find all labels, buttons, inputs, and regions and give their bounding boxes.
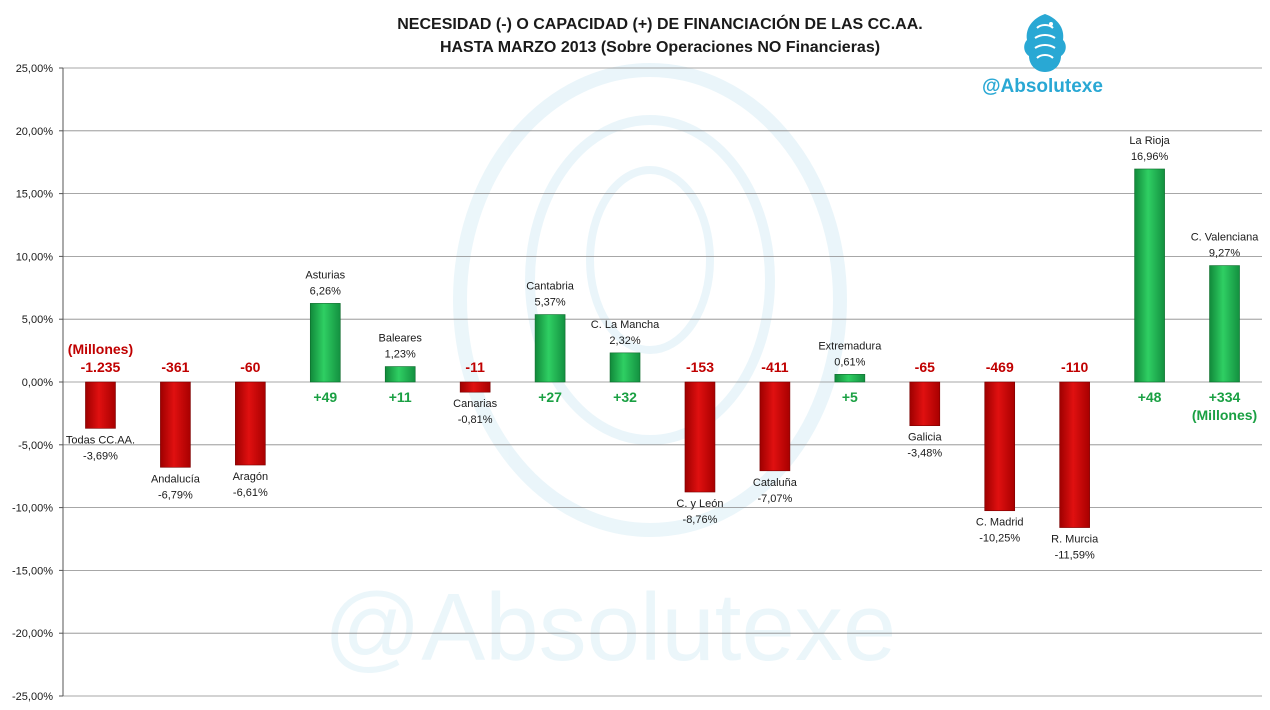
bar: [85, 381, 116, 429]
category-label: Todas CC.AA.: [66, 434, 135, 446]
category-label: Aragón: [233, 471, 268, 483]
y-tick-label: 15,00%: [16, 189, 54, 201]
bar: [534, 314, 566, 383]
millions-label: +11: [389, 389, 412, 405]
millions-label: -110: [1061, 359, 1088, 375]
bar: [984, 381, 1016, 512]
y-tick-label: -20,00%: [12, 628, 53, 640]
value-label: 5,37%: [534, 297, 565, 309]
value-label: -10,25%: [979, 533, 1020, 545]
bar: [684, 381, 716, 493]
category-label: Andalucía: [151, 473, 201, 485]
value-label: -7,07%: [757, 493, 792, 505]
bar: [909, 381, 941, 427]
category-label: C. Madrid: [976, 517, 1024, 529]
bar: [759, 381, 791, 472]
bar-labels: (Millones) -1.235 Todas CC.AA. -3,69% -361 An…: [66, 135, 1259, 562]
bar: [384, 366, 416, 383]
millions-label: +48: [1138, 389, 1162, 405]
watermark-emblem: [453, 63, 847, 537]
bar: [1059, 381, 1090, 528]
y-axis: 25,00% 20,00% 15,00% 10,00% 5,00% 0,00% -5,00%…: [12, 63, 64, 703]
category-label: Galicia: [908, 432, 943, 444]
category-label: Cantabria: [526, 281, 575, 293]
bar-series: [85, 168, 1240, 528]
value-label: -3,48%: [907, 448, 942, 460]
y-tick-label: 25,00%: [16, 63, 54, 75]
category-label: Asturias: [305, 269, 345, 281]
millions-label: +32: [613, 389, 637, 405]
y-tick-label: -25,00%: [12, 691, 53, 703]
value-label: 1,23%: [385, 349, 416, 361]
millions-label: -65: [915, 359, 935, 375]
value-label: -0,81%: [458, 414, 493, 426]
chart-title-line1: NECESIDAD (-) O CAPACIDAD (+) DE FINANCI…: [397, 16, 923, 33]
griffin-logo-icon: [1024, 14, 1066, 72]
millions-label: +334: [1209, 389, 1241, 405]
bar: [1209, 265, 1240, 383]
value-label: 6,26%: [310, 285, 341, 297]
millions-label: +27: [538, 389, 562, 405]
value-label: 9,27%: [1209, 248, 1240, 260]
bar: [834, 374, 866, 383]
millions-label: -60: [240, 359, 260, 375]
category-label: Baleares: [379, 333, 423, 345]
millions-label: -11: [465, 359, 485, 375]
millions-label: +49: [313, 389, 337, 405]
category-label: R. Murcia: [1051, 534, 1099, 546]
value-label: 0,61%: [834, 356, 865, 368]
value-label: -6,61%: [233, 487, 268, 499]
millions-note: (Millones): [68, 341, 133, 357]
value-label: -11,59%: [1055, 550, 1095, 562]
brand-handle: @Absolutexe: [982, 76, 1103, 97]
category-label: Canarias: [453, 398, 498, 410]
millions-note: (Millones): [1192, 407, 1257, 423]
value-label: -3,69%: [83, 450, 118, 462]
y-tick-label: -15,00%: [12, 565, 53, 577]
bar: [160, 381, 191, 468]
category-label: Cataluña: [753, 477, 798, 489]
y-tick-label: -5,00%: [18, 440, 53, 452]
value-label: -8,76%: [683, 514, 718, 526]
category-label: La Rioja: [1129, 135, 1170, 147]
millions-label: -153: [686, 359, 714, 375]
category-label: C. y León: [676, 498, 723, 510]
bar: [309, 303, 341, 383]
chart-title-line2: HASTA MARZO 2013 (Sobre Operaciones NO F…: [439, 39, 881, 56]
millions-label: -1.235: [81, 359, 121, 375]
category-label: Extremadura: [818, 340, 882, 352]
y-tick-label: 5,00%: [22, 314, 53, 326]
millions-label: -411: [761, 359, 788, 375]
millions-label: +5: [842, 389, 858, 405]
y-tick-label: 20,00%: [16, 126, 54, 138]
bar: [609, 352, 641, 383]
watermark-text: @Absolutexe: [324, 574, 896, 681]
value-label: 16,96%: [1131, 151, 1169, 163]
bar: [1134, 168, 1165, 383]
millions-label: -361: [161, 359, 189, 375]
y-tick-label: -10,00%: [12, 503, 53, 515]
value-label: -6,79%: [158, 489, 193, 501]
y-tick-label: 0,00%: [22, 377, 53, 389]
y-tick-label: 10,00%: [16, 251, 54, 263]
category-label: C. La Mancha: [591, 319, 660, 331]
value-label: 2,32%: [609, 335, 640, 347]
bar: [235, 381, 266, 466]
bar: [459, 381, 491, 393]
millions-label: -469: [986, 359, 1014, 375]
category-label: C. Valenciana: [1191, 232, 1260, 244]
